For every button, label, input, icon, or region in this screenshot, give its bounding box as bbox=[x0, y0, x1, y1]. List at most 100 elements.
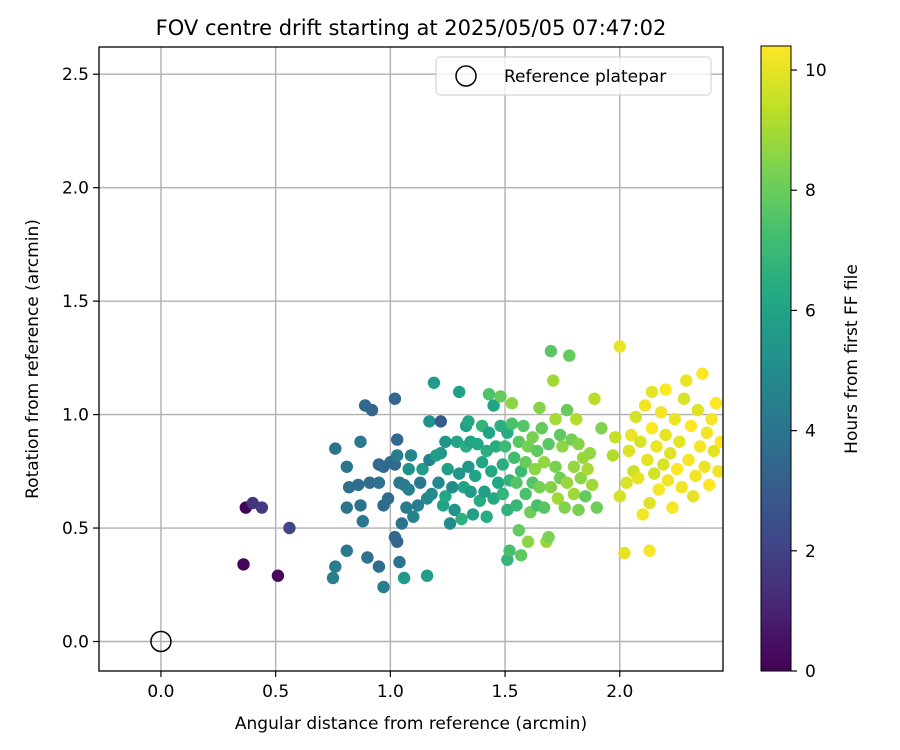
data-point bbox=[363, 476, 376, 489]
data-point bbox=[453, 385, 466, 399]
chart-title: FOV centre drift starting at 2025/05/05 … bbox=[156, 16, 667, 40]
colorbar: 0 2 4 6 8 10 Hours from first FF file bbox=[760, 45, 862, 682]
data-point bbox=[590, 501, 603, 514]
data-point bbox=[464, 485, 477, 498]
data-point bbox=[391, 449, 404, 462]
data-point bbox=[668, 412, 681, 426]
data-point bbox=[434, 415, 447, 428]
data-point bbox=[475, 456, 489, 469]
data-point bbox=[609, 431, 622, 444]
data-point bbox=[618, 546, 631, 560]
data-point bbox=[377, 580, 390, 594]
data-point bbox=[574, 471, 587, 485]
data-point bbox=[439, 490, 452, 503]
data-point bbox=[255, 501, 269, 514]
legend-marker-icon bbox=[455, 65, 477, 87]
data-point bbox=[537, 501, 551, 514]
data-point bbox=[381, 492, 395, 505]
data-point bbox=[707, 444, 720, 458]
data-point bbox=[588, 392, 601, 405]
data-point bbox=[558, 501, 571, 514]
data-point bbox=[659, 383, 672, 396]
data-point bbox=[703, 478, 716, 492]
data-point bbox=[570, 412, 583, 426]
data-point bbox=[544, 481, 558, 494]
data-point bbox=[395, 517, 408, 530]
data-point bbox=[631, 471, 645, 485]
data-point bbox=[636, 508, 649, 521]
data-point bbox=[606, 449, 620, 462]
colorbar-gradient bbox=[760, 45, 792, 672]
data-point bbox=[567, 487, 581, 501]
data-point bbox=[519, 487, 532, 501]
y-tick-label: 2.5 bbox=[62, 65, 89, 85]
data-point bbox=[388, 392, 402, 405]
data-points bbox=[237, 340, 723, 594]
data-point bbox=[712, 465, 723, 478]
colorbar-tick-label: 4 bbox=[805, 422, 816, 442]
data-point bbox=[670, 462, 684, 476]
data-point bbox=[634, 435, 647, 448]
data-point bbox=[391, 433, 404, 446]
data-point bbox=[450, 435, 464, 448]
x-tick-label: 1.5 bbox=[492, 682, 519, 702]
data-point bbox=[462, 460, 475, 473]
data-point bbox=[446, 481, 459, 494]
data-point bbox=[687, 490, 700, 503]
data-point bbox=[402, 462, 415, 476]
colorbar-tick-label: 10 bbox=[805, 61, 827, 81]
data-point bbox=[698, 460, 711, 473]
legend: Reference platepar bbox=[435, 56, 712, 96]
data-point bbox=[567, 460, 581, 473]
colorbar-tick-label: 0 bbox=[805, 662, 816, 682]
x-tick-label: 0.5 bbox=[262, 682, 289, 702]
data-point bbox=[595, 422, 608, 435]
data-point bbox=[340, 460, 353, 473]
data-point bbox=[661, 474, 675, 487]
data-point bbox=[521, 535, 535, 548]
data-point bbox=[664, 447, 677, 460]
data-point bbox=[654, 406, 668, 419]
data-point bbox=[356, 515, 369, 528]
data-point bbox=[581, 462, 594, 476]
data-point bbox=[462, 415, 475, 428]
data-point bbox=[508, 451, 521, 464]
data-point bbox=[691, 403, 704, 417]
data-point bbox=[469, 469, 482, 483]
data-point bbox=[526, 431, 539, 444]
data-point bbox=[361, 551, 374, 564]
data-point bbox=[542, 437, 555, 451]
data-point bbox=[439, 435, 452, 448]
data-point bbox=[622, 444, 636, 458]
y-axis-ticks: 0.0 0.5 1.0 1.5 2.0 2.5 bbox=[62, 65, 99, 653]
data-point bbox=[372, 560, 386, 573]
data-point bbox=[340, 544, 353, 557]
data-point bbox=[271, 569, 285, 582]
data-point bbox=[391, 535, 404, 548]
data-point bbox=[416, 462, 429, 476]
data-point bbox=[682, 453, 695, 467]
data-point bbox=[542, 530, 555, 544]
data-point bbox=[482, 426, 496, 439]
data-point bbox=[404, 449, 418, 462]
data-point bbox=[432, 476, 445, 489]
data-point bbox=[680, 374, 693, 387]
data-point bbox=[535, 422, 548, 435]
data-point bbox=[579, 490, 592, 503]
data-point bbox=[583, 447, 597, 460]
data-point bbox=[340, 501, 353, 514]
data-point bbox=[494, 390, 507, 403]
data-point bbox=[482, 388, 496, 401]
reference-platepar-marker bbox=[150, 630, 172, 653]
data-point bbox=[613, 490, 626, 503]
data-point bbox=[714, 435, 723, 448]
data-point bbox=[652, 483, 665, 496]
data-point bbox=[441, 462, 454, 476]
data-point bbox=[684, 419, 698, 433]
data-point bbox=[480, 510, 493, 523]
data-point bbox=[487, 492, 500, 505]
data-point bbox=[512, 524, 525, 537]
data-point bbox=[553, 428, 567, 442]
data-point bbox=[498, 440, 512, 453]
